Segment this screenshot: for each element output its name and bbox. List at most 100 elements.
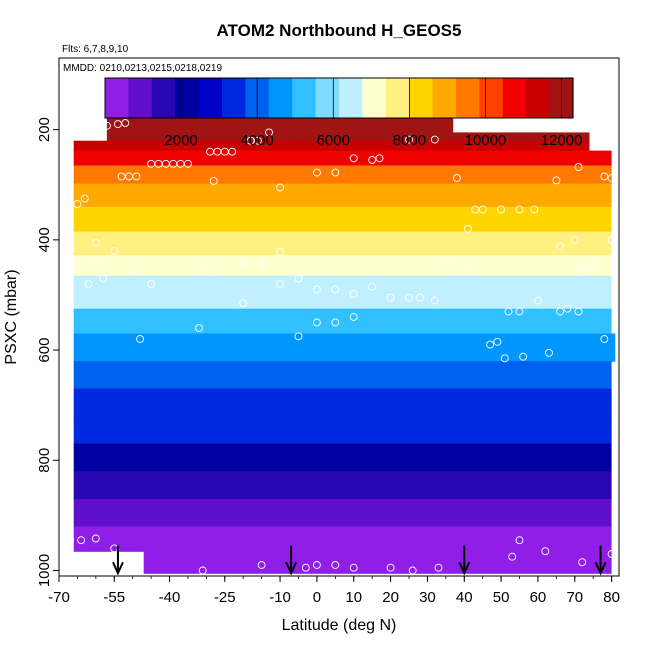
observation-point — [110, 246, 119, 255]
chart-title: ATOM2 Northbound H_GEOS5 — [217, 21, 462, 40]
colorbar-tick-label: 4000 — [241, 132, 274, 149]
observation-point — [493, 337, 502, 346]
observation-point — [113, 120, 122, 129]
observation-point — [430, 135, 439, 144]
heatmap-band — [73, 206, 612, 233]
x-axis-label: Latitude (deg N) — [282, 617, 397, 634]
observation-point — [541, 547, 550, 556]
colorbar-cell — [409, 78, 434, 118]
observation-point — [463, 224, 472, 233]
observation-point — [331, 285, 340, 294]
observation-point — [545, 348, 553, 357]
colorbar-cell — [479, 78, 504, 118]
x-tick-label: -70 — [48, 589, 70, 606]
observation-point — [66, 536, 75, 545]
observation-point — [607, 235, 616, 244]
observation-point — [515, 205, 524, 214]
observation-point — [578, 264, 587, 273]
observation-point — [239, 257, 248, 266]
observation-point — [445, 257, 454, 266]
observation-points — [66, 119, 616, 575]
observation-point — [132, 172, 141, 181]
observation-point — [73, 200, 82, 208]
observation-point — [600, 335, 609, 343]
observation-point — [66, 131, 75, 140]
observation-point — [589, 260, 598, 269]
observation-point — [515, 536, 524, 545]
colorbar-cell — [222, 78, 246, 118]
observation-point — [368, 282, 377, 291]
observation-point — [331, 318, 340, 327]
y-tick-label: 600 — [36, 338, 53, 363]
observation-point — [556, 307, 565, 316]
colorbar-cell — [362, 78, 387, 118]
x-tick-label: 10 — [345, 589, 362, 606]
colorbar-cell — [105, 78, 129, 118]
observation-point — [405, 293, 413, 302]
heatmap-band — [73, 443, 612, 472]
observation-point — [578, 558, 587, 567]
colorbar-cell — [151, 78, 176, 118]
colorbar-cell — [315, 78, 340, 118]
colorbar-cell — [385, 78, 410, 118]
heatmap-band — [73, 388, 612, 417]
observation-point — [121, 119, 130, 127]
observation-point — [405, 135, 413, 144]
heatmap-bands — [73, 113, 616, 574]
heatmap-band — [73, 183, 612, 208]
observation-point — [331, 561, 340, 569]
colorbar-tick-label: 10000 — [465, 132, 507, 149]
observation-point — [368, 155, 377, 164]
observation-point — [99, 274, 108, 283]
observation-point — [607, 550, 616, 558]
colorbar-cell — [502, 78, 527, 118]
plot-frame — [58, 57, 620, 577]
x-tick-label: 40 — [456, 589, 473, 606]
observation-point — [486, 340, 495, 349]
observation-point — [408, 566, 417, 575]
observation-point — [183, 159, 192, 168]
colorbar-tick-label: 6000 — [317, 132, 350, 149]
observation-point — [198, 566, 207, 575]
observation-point — [563, 304, 572, 313]
y-tick-label: 1000 — [36, 554, 53, 587]
observation-point — [530, 205, 539, 214]
flights-label: Flts: 6,7,8,9,10 — [62, 44, 129, 55]
observation-point — [515, 307, 524, 316]
x-tick-label: -25 — [214, 589, 236, 606]
flight-marker-arrow — [112, 545, 124, 576]
observation-point — [257, 260, 266, 269]
colorbar-cell — [292, 78, 317, 118]
x-tick-label: 60 — [530, 589, 547, 606]
observation-point — [128, 266, 137, 275]
x-tick-label: -55 — [103, 589, 125, 606]
observation-point — [570, 235, 579, 244]
observation-point — [102, 121, 111, 130]
observation-point — [460, 266, 469, 275]
observation-point — [228, 147, 237, 156]
x-tick-label: 80 — [603, 589, 620, 606]
colorbar-cell — [432, 78, 457, 118]
colorbar-ticks: 2000 4000 6000 8000 10000 12000 — [164, 78, 582, 149]
colorbar-tick-label: 8000 — [393, 132, 426, 149]
observation-point — [574, 307, 583, 316]
observation-point — [430, 296, 439, 305]
observation-point — [434, 563, 443, 572]
colorbar-cell — [198, 78, 223, 118]
x-tick-label: 0 — [313, 589, 321, 606]
observation-point — [202, 266, 211, 275]
heatmap-band — [73, 361, 612, 390]
heatmap-band — [73, 165, 612, 185]
x-tick-label: 30 — [419, 589, 436, 606]
observation-point — [349, 289, 358, 298]
observation-point — [69, 260, 78, 269]
observation-point — [276, 183, 285, 192]
heatmap-band — [73, 140, 590, 152]
observation-point — [195, 324, 203, 332]
colorbar: 2000 4000 6000 8000 10000 12000 — [104, 77, 582, 149]
flight-markers — [112, 545, 607, 576]
colorbar-cell — [268, 78, 293, 118]
observation-point — [574, 163, 583, 172]
observation-point — [600, 172, 609, 181]
